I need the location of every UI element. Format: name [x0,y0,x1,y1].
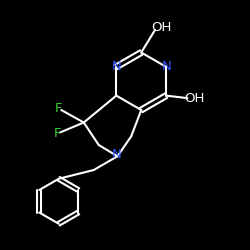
Text: N: N [112,60,121,74]
Text: F: F [55,102,62,115]
Text: N: N [161,60,171,74]
Text: OH: OH [185,92,205,104]
Text: OH: OH [151,21,172,34]
Text: F: F [54,127,61,140]
Text: N: N [111,148,121,162]
